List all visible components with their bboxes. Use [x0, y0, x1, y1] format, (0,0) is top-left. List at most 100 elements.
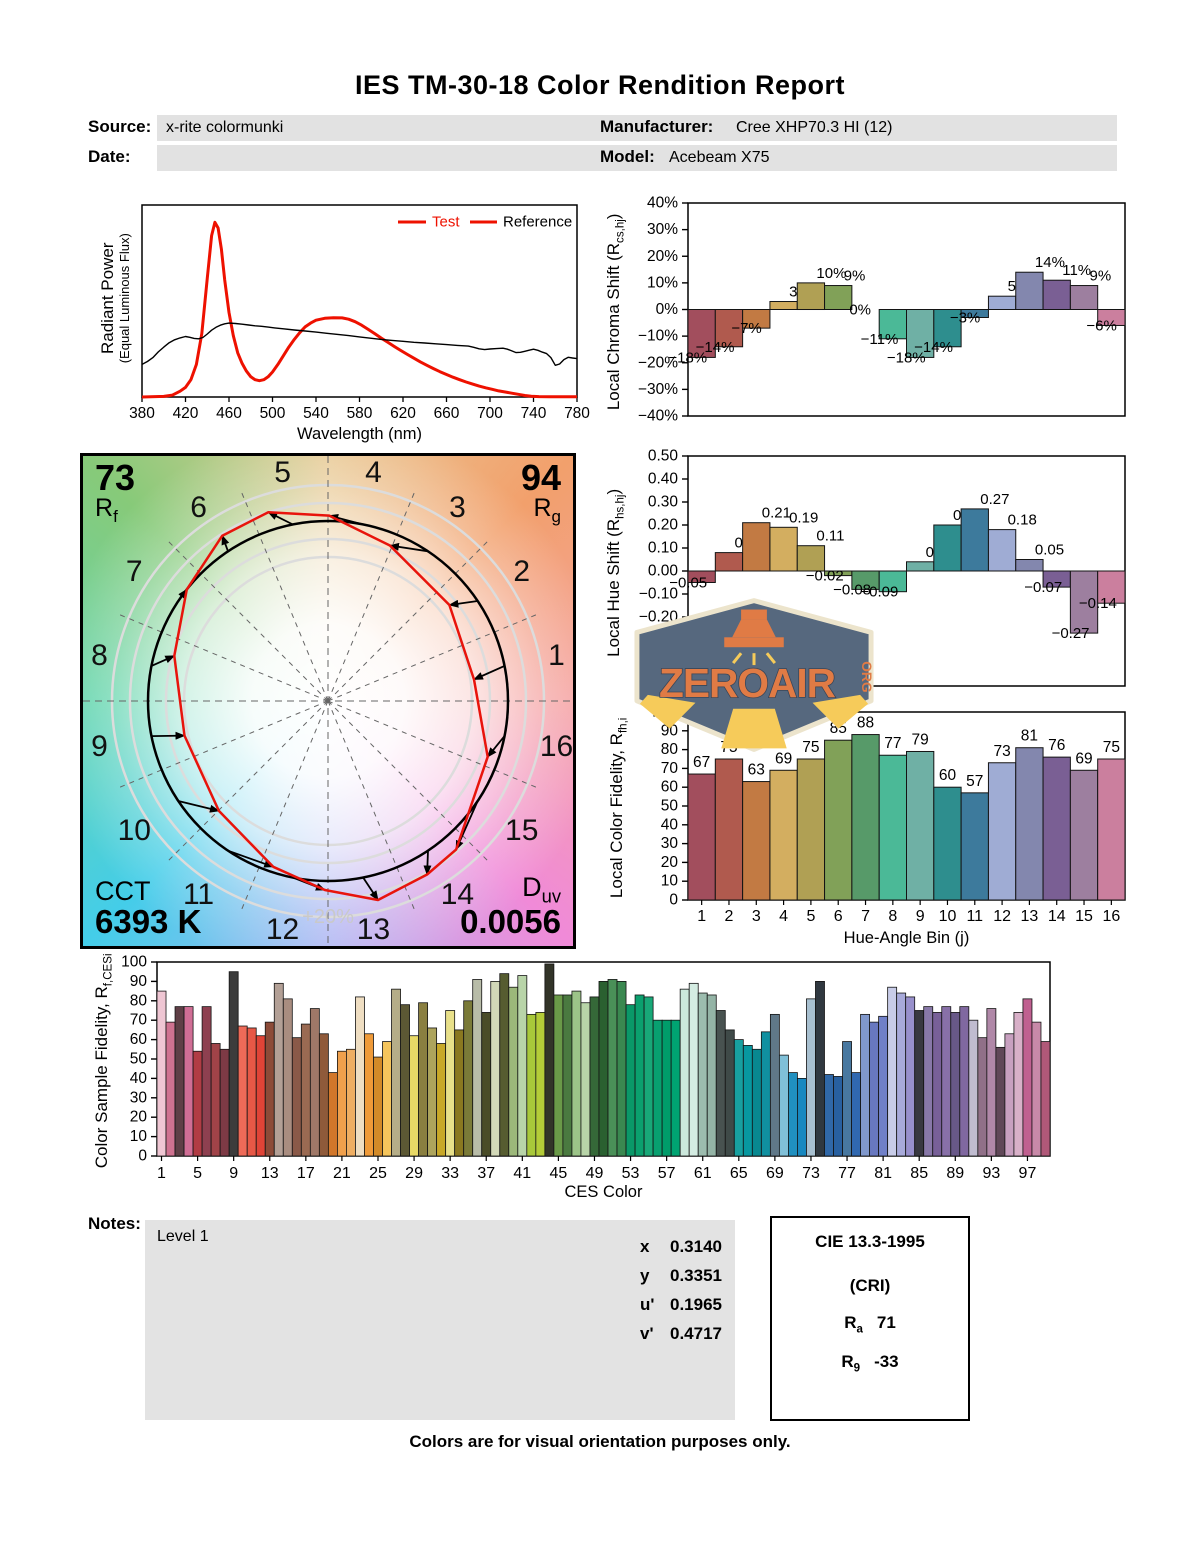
svg-text:−20%: −20%	[638, 354, 678, 371]
svg-text:−3%: −3%	[950, 309, 980, 326]
date-value-box	[157, 145, 735, 171]
svg-text:620: 620	[390, 405, 416, 422]
svg-text:−14%: −14%	[696, 339, 735, 356]
svg-text:0.00: 0.00	[648, 563, 679, 580]
svg-text:−0.27: −0.27	[1052, 625, 1090, 642]
svg-text:13: 13	[261, 1165, 279, 1182]
svg-text:77: 77	[838, 1165, 856, 1182]
svg-text:10: 10	[130, 1128, 148, 1145]
svg-text:88: 88	[857, 715, 874, 732]
source-value: x-rite colormunki	[166, 119, 284, 136]
svg-text:−18%: −18%	[887, 349, 926, 366]
svg-text:6: 6	[834, 908, 843, 925]
svg-text:20: 20	[130, 1109, 148, 1126]
chromaticity-v: v' 0.4717	[640, 1324, 722, 1343]
svg-text:14: 14	[1048, 908, 1066, 925]
svg-text:10: 10	[939, 908, 957, 925]
svg-text:1: 1	[157, 1165, 166, 1182]
svg-text:0.50: 0.50	[648, 448, 679, 465]
duv-readout: Duv 0.0056	[460, 871, 561, 941]
svg-text:61: 61	[694, 1165, 712, 1182]
svg-text:14%: 14%	[1035, 254, 1065, 271]
hue-shift-chart: 0.500.400.300.200.100.00−0.10−0.20−0.30−…	[608, 446, 1193, 701]
chromaticity-x: x 0.3140	[640, 1237, 722, 1256]
svg-text:Hue-Angle Bin (j): Hue-Angle Bin (j)	[844, 929, 970, 947]
ces-axis-label: Color Sample Fidelity, Rf,CESi	[92, 953, 115, 1169]
svg-text:65: 65	[730, 1165, 748, 1182]
svg-text:80: 80	[661, 741, 679, 758]
svg-text:89: 89	[946, 1165, 964, 1182]
svg-text:85: 85	[910, 1165, 928, 1182]
svg-text:93: 93	[982, 1165, 1000, 1182]
svg-text:69: 69	[775, 750, 792, 767]
local-fidelity-chart: 0102030405060708090100677563697585887779…	[608, 698, 1193, 948]
manufacturer-value-box: Cree XHP70.3 HI (12)	[727, 115, 1117, 141]
svg-text:21: 21	[333, 1165, 351, 1182]
svg-text:460: 460	[216, 405, 242, 422]
svg-text:100: 100	[121, 954, 147, 971]
svg-text:60: 60	[130, 1031, 148, 1048]
svg-text:57: 57	[658, 1165, 676, 1182]
svg-text:−40%: −40%	[638, 408, 678, 425]
svg-text:CES Color: CES Color	[565, 1183, 643, 1201]
svg-text:73: 73	[993, 743, 1010, 760]
svg-text:8: 8	[888, 908, 897, 925]
source-label: Source:	[88, 117, 152, 136]
svg-text:9: 9	[91, 730, 108, 763]
ces-chart: 0 10 20 30 40 50 60 70 80 90 100 1 5 9 13 17 21 25 29 33 37 4…	[88, 950, 1073, 1202]
svg-text:70: 70	[661, 760, 679, 777]
svg-text:0%: 0%	[849, 302, 871, 319]
svg-text:75: 75	[1103, 739, 1120, 756]
svg-text:40%: 40%	[647, 195, 678, 212]
svg-text:3: 3	[752, 908, 761, 925]
svg-text:0: 0	[669, 892, 678, 909]
svg-text:−0.09: −0.09	[860, 584, 898, 601]
notes-label: Notes:	[88, 1214, 141, 1233]
svg-text:Wavelength (nm): Wavelength (nm)	[297, 425, 422, 443]
svg-text:14: 14	[441, 878, 474, 911]
svg-text:12: 12	[993, 908, 1011, 925]
light-beams	[639, 694, 869, 749]
svg-text:0.18: 0.18	[1008, 512, 1037, 529]
spd-y-axis-label: Radiant Power (Equal Luminous Flux)	[97, 233, 132, 364]
cri-r9: R9 -33	[841, 1352, 899, 1375]
svg-text:73: 73	[802, 1165, 820, 1182]
svg-text:4: 4	[365, 456, 382, 489]
watermark-suffix: ORG	[859, 661, 875, 693]
svg-text:−0.10: −0.10	[639, 586, 679, 603]
model-label: Model:	[600, 147, 655, 166]
svg-text:37: 37	[477, 1165, 495, 1182]
svg-text:0.05: 0.05	[1035, 542, 1064, 559]
svg-text:2: 2	[513, 555, 530, 588]
svg-text:81: 81	[874, 1165, 892, 1182]
svg-text:90: 90	[661, 722, 679, 739]
svg-text:20: 20	[661, 854, 679, 871]
svg-text:16: 16	[540, 730, 573, 763]
rf-score: 73 Rf	[95, 457, 136, 526]
svg-text:70: 70	[130, 1012, 148, 1029]
svg-text:30%: 30%	[647, 221, 678, 238]
svg-text:57: 57	[966, 773, 983, 790]
svg-text:69: 69	[1075, 750, 1092, 767]
svg-text:81: 81	[1021, 728, 1038, 745]
svg-text:60: 60	[939, 767, 957, 784]
svg-text:13: 13	[1021, 908, 1039, 925]
svg-text:500: 500	[260, 405, 286, 422]
svg-text:−11%: −11%	[861, 331, 899, 348]
svg-text:−30%: −30%	[638, 381, 678, 398]
svg-text:10: 10	[118, 814, 151, 847]
cct-readout: CCT 6393 K	[95, 876, 202, 941]
zeroair-watermark: ZEROAIR ORG	[630, 597, 878, 754]
svg-text:−10%: −10%	[638, 328, 678, 345]
svg-text:33: 33	[441, 1165, 459, 1182]
svg-text:540: 540	[303, 405, 329, 422]
svg-text:740: 740	[521, 405, 547, 422]
flashlight-icon	[724, 609, 784, 666]
svg-text:15: 15	[1075, 908, 1093, 925]
chroma-shift-chart: 40% 30% 20% 10% 0% −10% −20% −30% −40% −18% −14% −7…	[608, 190, 1193, 442]
svg-text:580: 580	[347, 405, 373, 422]
svg-text:9: 9	[916, 908, 925, 925]
svg-text:0.40: 0.40	[648, 471, 679, 488]
svg-text:10: 10	[661, 873, 679, 890]
footer-note: Colors are for visual orientation purpos…	[409, 1432, 791, 1451]
